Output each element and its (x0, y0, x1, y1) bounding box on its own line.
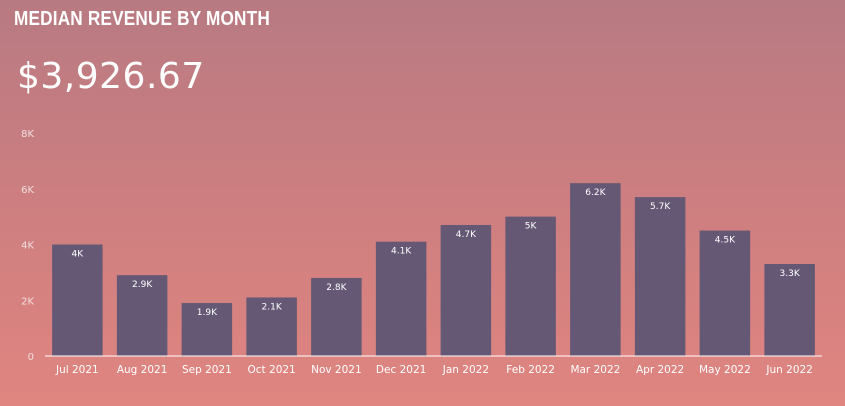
bar-data-label: 2.9K (132, 280, 153, 290)
y-tick-label: 4K (21, 241, 34, 252)
bar-data-label: 4.1K (391, 247, 412, 257)
bar-data-label: 2.8K (326, 283, 347, 293)
bar[interactable] (181, 303, 233, 356)
x-tick-label: Dec 2021 (376, 364, 426, 376)
x-tick-label: Sep 2021 (182, 364, 232, 376)
x-tick-label: May 2022 (699, 364, 751, 376)
bars-group: 4K 2.9K 1.9K 2.1K 2.8K 4.1K 4.7K 5K 6.2K 5.7K 4.5K… (52, 183, 815, 356)
x-tick-label: Nov 2021 (311, 364, 362, 376)
bar-data-label: 4K (72, 250, 85, 260)
bar[interactable] (246, 297, 297, 356)
x-tick-label: Mar 2022 (570, 364, 620, 376)
x-tick-label: Jul 2021 (55, 364, 99, 376)
bar[interactable] (699, 230, 751, 356)
bar[interactable] (764, 264, 815, 356)
y-tick-label: 0 (28, 352, 34, 363)
bar[interactable] (440, 224, 492, 356)
x-tick-label: Aug 2021 (117, 364, 168, 376)
y-tick-label: 8K (21, 129, 34, 140)
median-revenue-value: $3,926.67 (17, 56, 205, 97)
x-tick-label: Jan 2022 (442, 364, 489, 376)
bar-data-label: 6.2K (585, 188, 606, 198)
bar[interactable] (375, 241, 427, 356)
bar-data-label: 5K (525, 222, 538, 232)
x-tick-label: Oct 2021 (248, 364, 296, 376)
bar[interactable] (311, 277, 362, 356)
x-tick-label: Jun 2022 (765, 364, 812, 376)
bar-data-label: 5.7K (650, 202, 671, 212)
bar-data-label: 3.3K (780, 269, 801, 279)
y-tick-label: 6K (21, 185, 34, 196)
x-axis: Jul 2021 Aug 2021 Sep 2021 Oct 2021 Nov 2021… (55, 364, 813, 376)
bar-data-label: 4.7K (456, 230, 477, 240)
bar[interactable] (634, 197, 686, 356)
x-tick-label: Feb 2022 (506, 364, 555, 376)
y-tick-label: 2K (21, 296, 34, 307)
chart-title: MEDIAN REVENUE BY MONTH (14, 8, 270, 30)
bar[interactable] (570, 183, 621, 356)
bar[interactable] (116, 275, 168, 356)
y-axis: 0 2K 4K 6K 8K (21, 129, 34, 363)
bar[interactable] (505, 216, 556, 356)
bar[interactable] (52, 244, 103, 357)
bar-data-label: 4.5K (715, 236, 736, 246)
bar-data-label: 1.9K (197, 308, 218, 318)
bar-data-label: 2.1K (262, 302, 283, 312)
x-tick-label: Apr 2022 (636, 364, 684, 376)
